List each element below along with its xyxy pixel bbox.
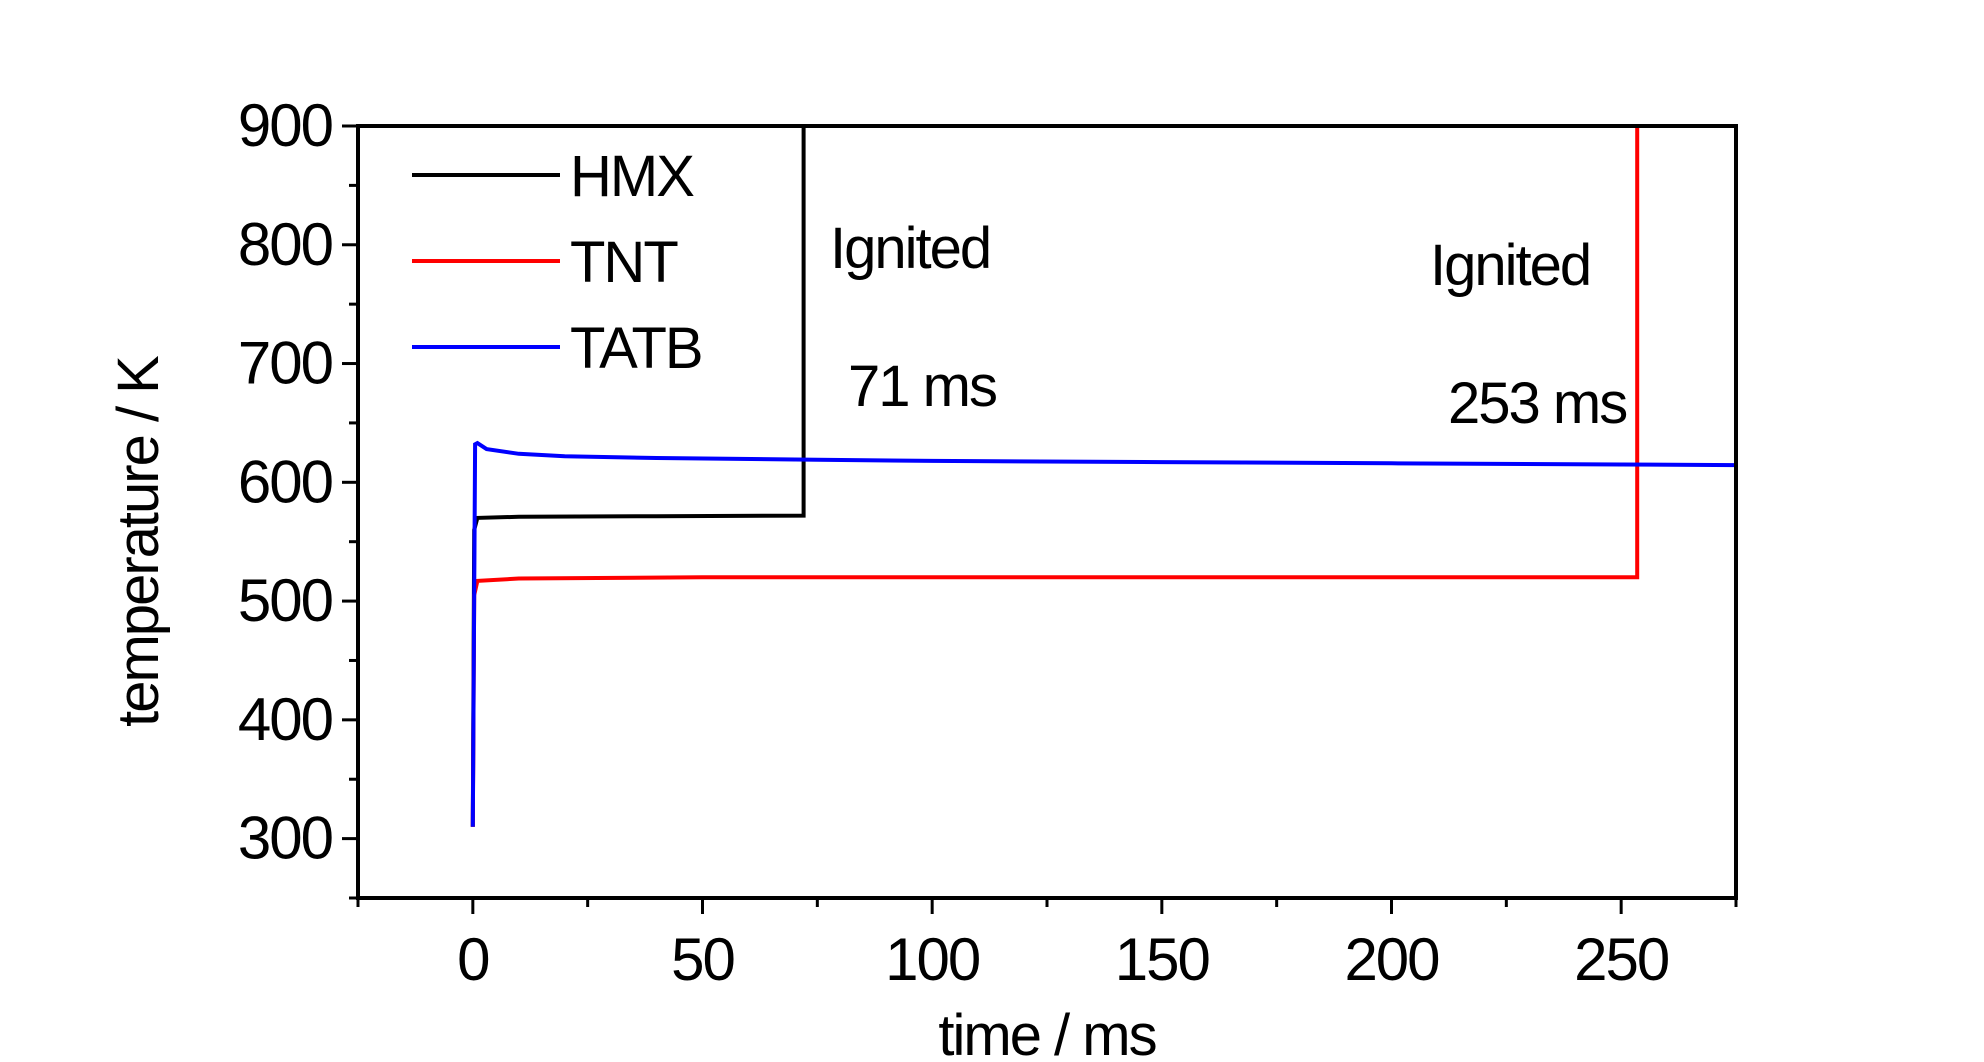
- series-line-tatb: [470, 440, 1737, 827]
- legend-label-hmx: HMX: [570, 144, 694, 209]
- x-tick-label: 200: [1344, 926, 1439, 993]
- series-layer: [470, 126, 1737, 827]
- y-axis-title: temperature / K: [106, 355, 171, 727]
- y-tick-label: 600: [238, 448, 333, 515]
- x-tick-label: 150: [1115, 926, 1210, 993]
- x-tick-label: 0: [457, 926, 489, 993]
- y-tick-label: 700: [238, 330, 333, 397]
- y-tick-label: 300: [238, 805, 333, 872]
- annotations: Ignited 71 ms Ignited 253 ms: [830, 216, 1628, 436]
- y-tick-label: 500: [238, 567, 333, 634]
- annotation-ann1-line-0: Ignited: [830, 216, 990, 281]
- legend-label-tatb: TATB: [570, 316, 702, 381]
- legend: HMX TNT TATB: [412, 144, 704, 381]
- x-axis-title: time / ms: [938, 1003, 1155, 1062]
- y-tick-label: 400: [238, 686, 333, 753]
- y-tick-label: 900: [238, 92, 333, 159]
- x-tick-label: 50: [671, 926, 734, 993]
- annotation-ann2-line-0: Ignited: [1430, 233, 1590, 298]
- x-tick-label: 250: [1574, 926, 1669, 993]
- annotation-ann1-line-1: 71 ms: [848, 354, 996, 419]
- legend-label-tnt: TNT: [570, 230, 678, 295]
- y-tick-label: 800: [238, 211, 333, 278]
- annotation-ann2-line-1: 253 ms: [1448, 371, 1626, 436]
- x-tick-label: 100: [885, 926, 980, 993]
- axis-layer: 0 50 100 150 200 250 300 400 500 600 700 800 900: [238, 92, 1738, 993]
